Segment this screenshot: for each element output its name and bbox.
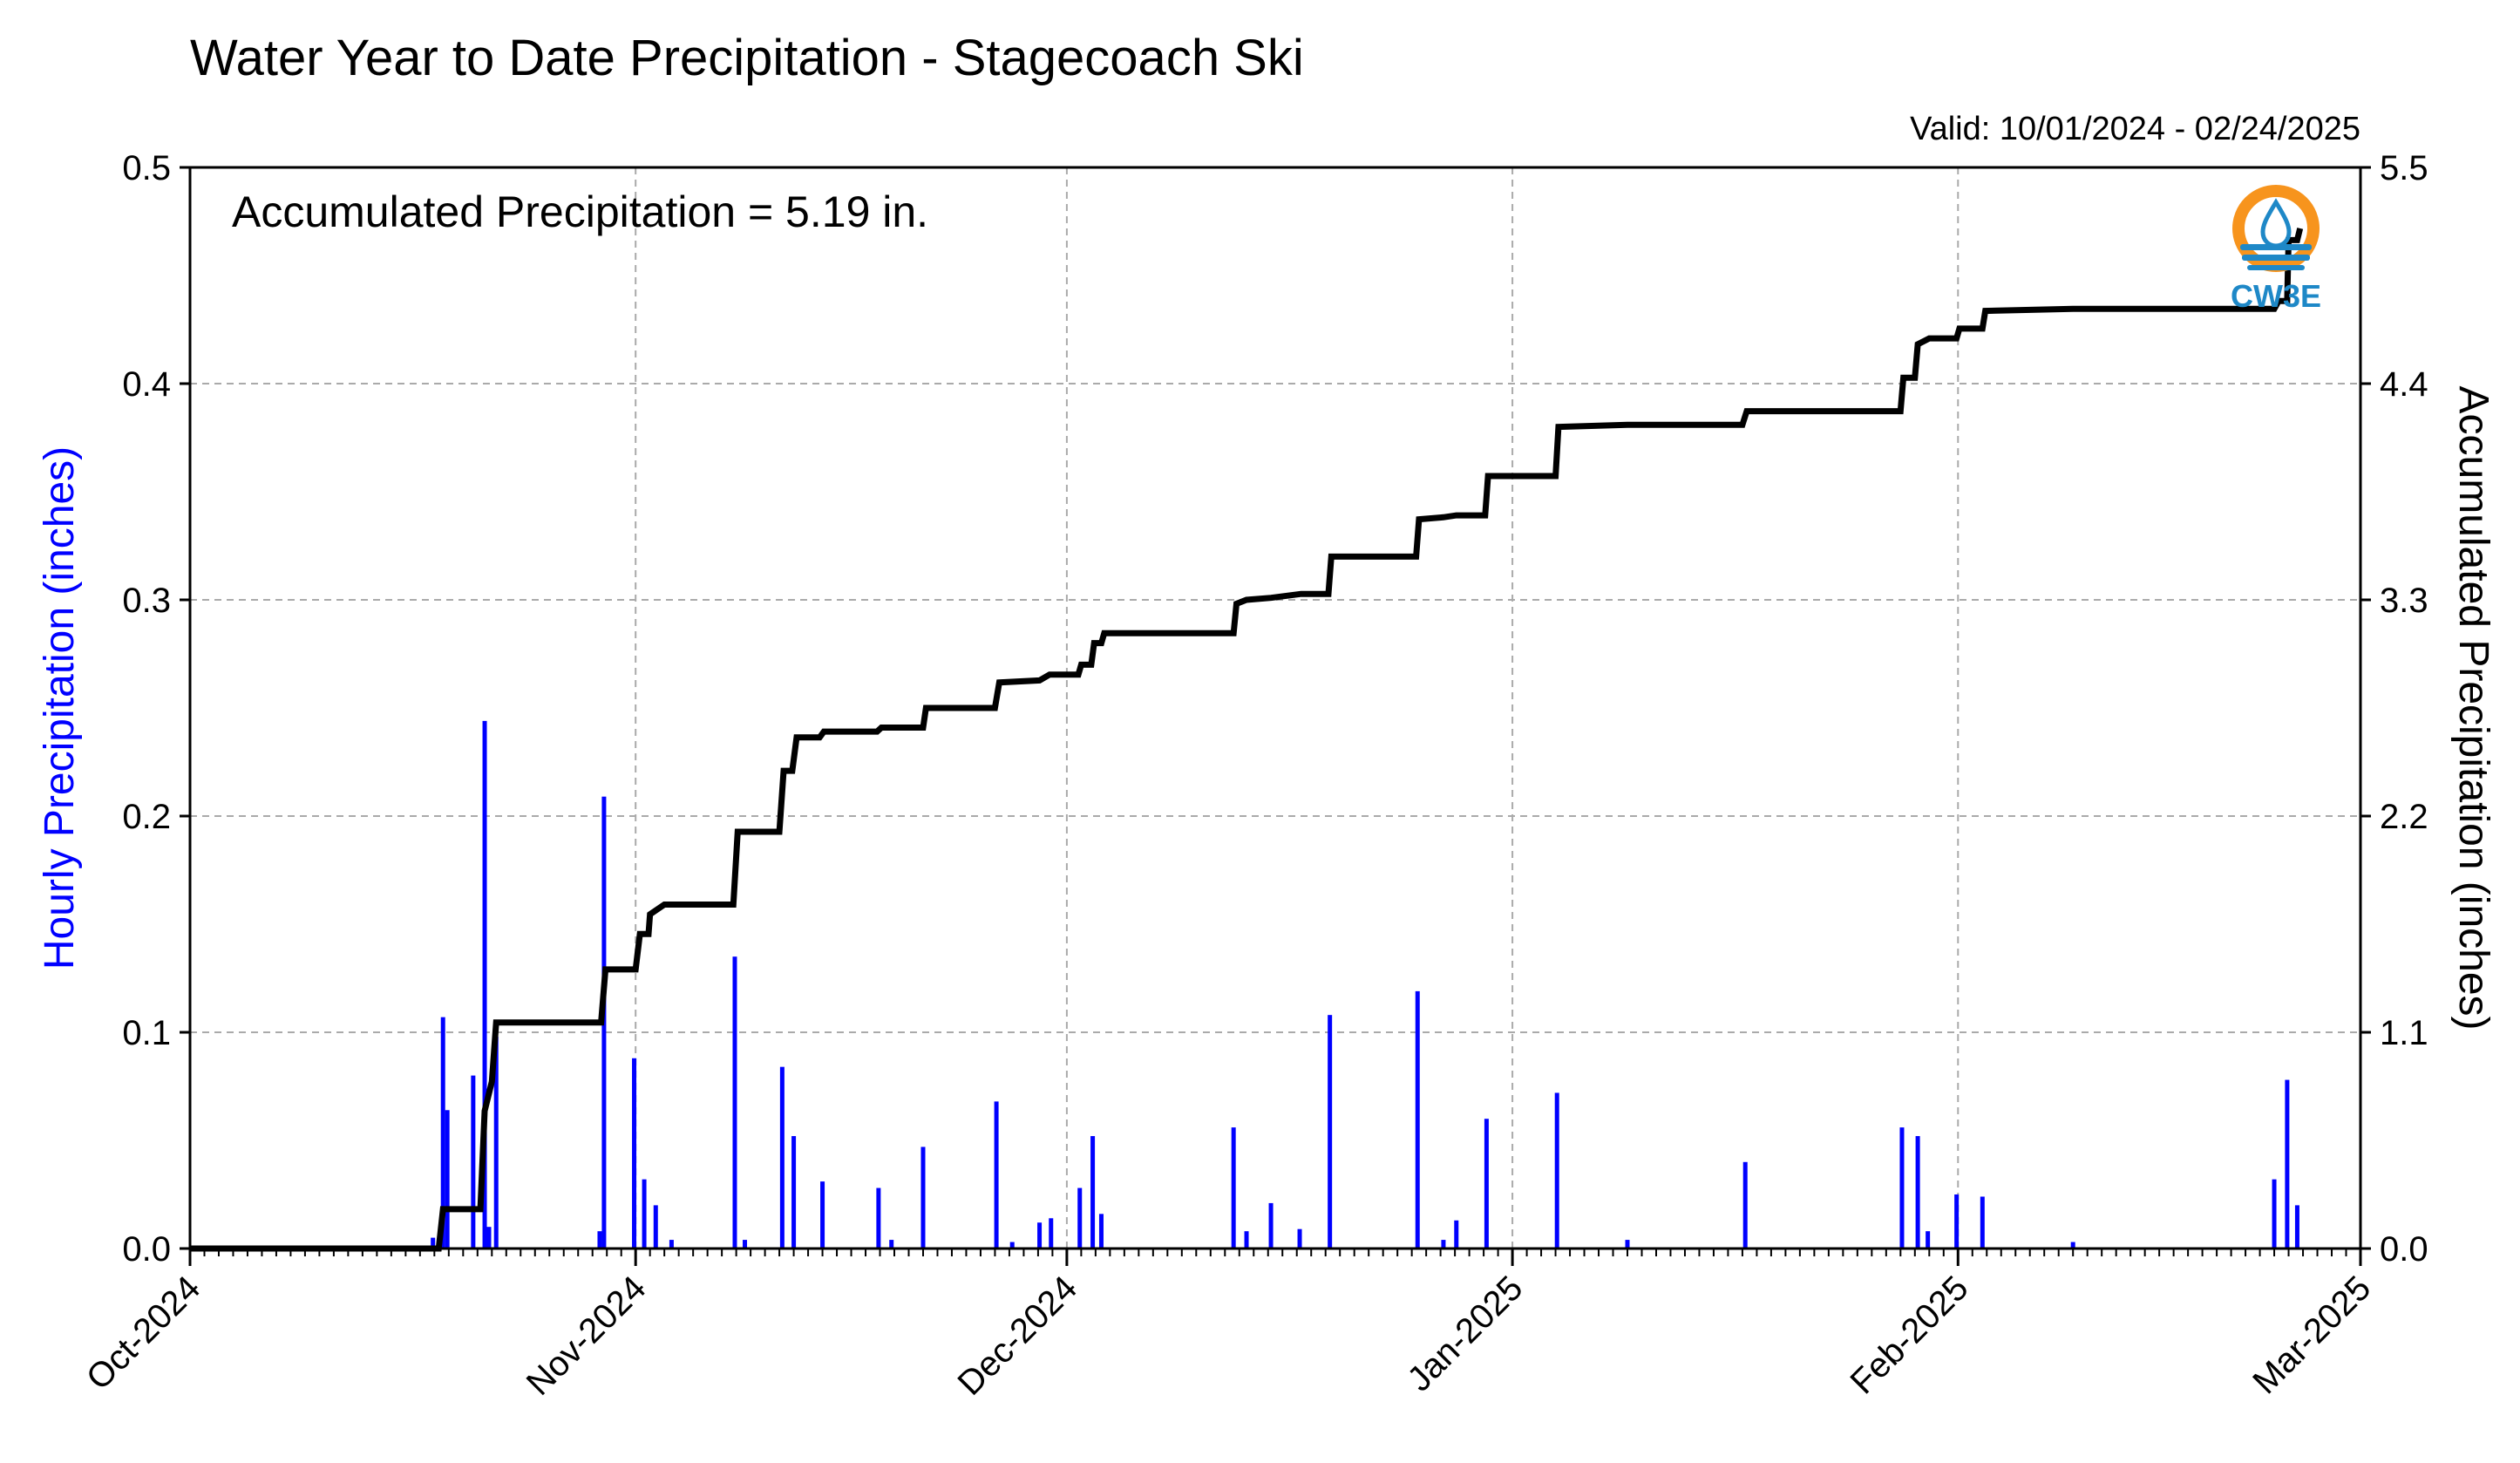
minor-ticks: [189, 1249, 2361, 1256]
hourly-bar: [1484, 1119, 1489, 1249]
hourly-bar: [1899, 1127, 1905, 1249]
x-tick-label: Feb-2025: [1843, 1269, 1975, 1401]
hourly-bar: [1268, 1202, 1274, 1249]
hourly-bar: [486, 1227, 492, 1249]
right-tick-label: 3.3: [2380, 582, 2428, 620]
hourly-bar: [889, 1240, 894, 1249]
hourly-bar: [1926, 1231, 1931, 1249]
logo-wave-3: [2247, 265, 2305, 270]
left-axis-ticks: 0.0 0.1 0.2 0.3 0.4 0.5: [122, 149, 190, 1269]
x-tick-label: Dec-2024: [951, 1269, 1085, 1403]
left-tick-label: 0.0: [122, 1230, 171, 1269]
hourly-bar: [445, 1110, 450, 1249]
hourly-bar: [493, 1036, 499, 1249]
accumulated-line: [190, 228, 2304, 1252]
right-tick-label: 4.4: [2380, 365, 2428, 404]
left-tick-label: 0.5: [122, 149, 171, 187]
hourly-bar: [1231, 1127, 1236, 1249]
plot-frame: [188, 166, 2362, 1250]
hourly-bar: [2070, 1242, 2075, 1249]
hourly-bar: [669, 1240, 674, 1249]
left-tick-label: 0.2: [122, 798, 171, 836]
hourly-bar: [1244, 1231, 1249, 1249]
hourly-bar: [632, 1058, 637, 1249]
cw3e-logo: CW3E: [2231, 185, 2321, 314]
accumulated-annotation: Accumulated Precipitation = 5.19 in.: [232, 187, 928, 236]
hourly-bar: [440, 1017, 445, 1249]
hourly-bar: [820, 1181, 825, 1249]
hourly-bar: [791, 1136, 797, 1249]
hourly-bar: [597, 1231, 602, 1249]
hourly-bar: [1297, 1228, 1302, 1249]
left-tick-label: 0.3: [122, 582, 171, 620]
left-axis-label: Hourly Precipitation (inches): [37, 446, 83, 970]
logo-wave-2: [2242, 255, 2310, 261]
hourly-bar: [1980, 1196, 1985, 1249]
x-tick-label: Mar-2025: [2245, 1269, 2378, 1401]
right-axis-label: Accumulated Precipitation (inches): [2450, 385, 2496, 1030]
hourly-bar: [1090, 1136, 1096, 1249]
hourly-bar: [431, 1237, 436, 1249]
hourly-bar: [1625, 1240, 1630, 1249]
hourly-bar: [994, 1101, 999, 1249]
hourly-bar: [1077, 1187, 1083, 1249]
hourly-bar: [2285, 1079, 2290, 1249]
hourly-bar: [1954, 1194, 1960, 1249]
x-tick-label: Nov-2024: [520, 1269, 654, 1403]
hourly-bar: [1049, 1218, 1054, 1249]
hourly-bar: [1742, 1161, 1748, 1249]
hourly-bar: [2272, 1179, 2277, 1249]
grid-lines: [190, 167, 2360, 1249]
x-axis-ticks: Oct-2024 Nov-2024 Dec-2024 Jan-2025 Feb-2025…: [79, 1249, 2378, 1403]
hourly-bar: [779, 1066, 785, 1249]
right-tick-label: 0.0: [2380, 1230, 2428, 1269]
logo-drop: [2260, 198, 2292, 248]
hourly-bar: [1415, 990, 1420, 1249]
hourly-bar: [1554, 1092, 1559, 1249]
hourly-bar: [653, 1205, 658, 1249]
hourly-bar: [1328, 1015, 1333, 1249]
hourly-bar: [732, 956, 737, 1249]
hourly-bar: [2294, 1205, 2299, 1249]
hourly-bar: [1915, 1136, 1920, 1249]
right-tick-label: 2.2: [2380, 798, 2428, 836]
chart-title: Water Year to Date Precipitation - Stage…: [190, 30, 1304, 86]
hourly-bar: [1009, 1242, 1015, 1249]
hourly-bar: [876, 1187, 881, 1249]
hourly-bar: [642, 1179, 647, 1249]
hourly-bar: [1454, 1220, 1459, 1249]
hourly-bar: [471, 1075, 476, 1249]
valid-date-range: Valid: 10/01/2024 - 02/24/2025: [1910, 111, 2360, 147]
hourly-bar: [1098, 1214, 1104, 1249]
left-tick-label: 0.4: [122, 365, 171, 404]
hourly-bar: [743, 1240, 748, 1249]
left-tick-label: 0.1: [122, 1014, 171, 1052]
right-axis-ticks: 0.0 1.1 2.2 3.3 4.4 5.5: [2360, 149, 2428, 1269]
right-tick-label: 5.5: [2380, 149, 2428, 187]
hourly-bar: [920, 1147, 926, 1249]
hourly-bar: [1441, 1240, 1446, 1249]
right-tick-label: 1.1: [2380, 1014, 2428, 1052]
hourly-bar: [482, 720, 487, 1249]
hourly-bar: [1037, 1222, 1043, 1249]
hourly-bars: [431, 720, 2299, 1249]
logo-text: CW3E: [2231, 278, 2321, 314]
x-tick-label: Jan-2025: [1400, 1269, 1530, 1398]
x-tick-label: Oct-2024: [79, 1269, 207, 1397]
